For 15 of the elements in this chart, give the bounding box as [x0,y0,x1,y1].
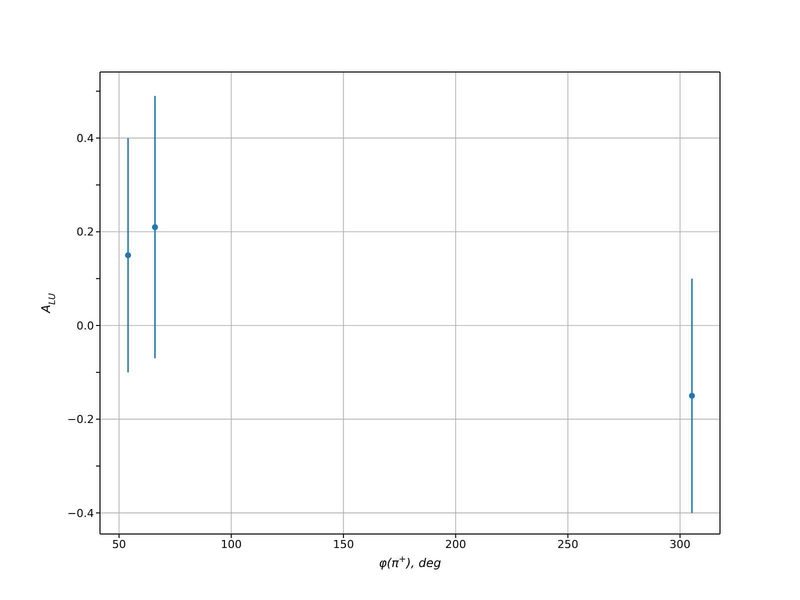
x-tick-label: 50 [112,538,126,551]
x-tick-label: 150 [332,538,354,551]
point [688,392,695,399]
x-tick-label: 100 [220,538,242,551]
y-tick-label: 0.4 [76,132,94,145]
y-tick-label: −0.2 [67,413,94,426]
y-tick-label: 0.2 [76,226,94,239]
x-tick-label: 200 [445,538,466,551]
x-tick-label: 250 [557,538,578,551]
x-axis-title: φ(π$^{+}$), deg [378,555,442,570]
point [152,224,158,230]
y-tick-label: 0.0 [76,319,94,332]
y-tick-label: −0.4 [67,506,94,520]
point [125,252,132,258]
x-tick-label: 300 [670,538,691,551]
